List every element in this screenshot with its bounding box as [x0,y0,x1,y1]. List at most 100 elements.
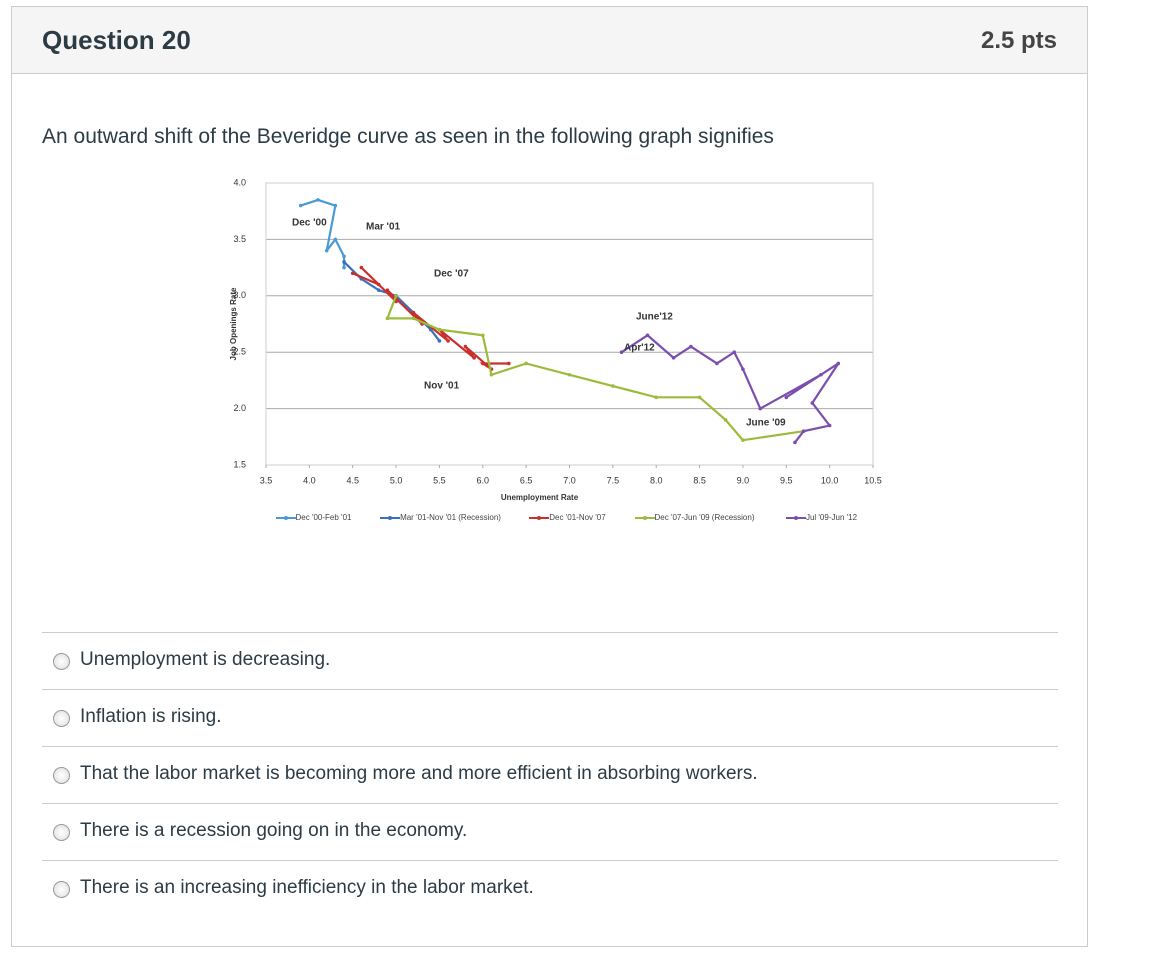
legend-entry: Dec '01-Nov '07 [505,513,630,522]
x-tick-label: 5.0 [390,475,403,485]
legend-label: Jul '09-Jun '12 [805,513,858,522]
x-tick-label: 8.0 [650,475,663,485]
point [342,254,346,259]
point [489,372,494,377]
legend: Dec '00-Feb '01 Mar '01-Nov '01 (Recessio… [206,511,896,551]
series-line [343,261,441,342]
point [611,384,615,388]
point [507,361,511,366]
point [333,237,338,242]
legend-swatch [380,515,401,520]
y-tick-label: 1.5 [233,459,246,469]
option-text[interactable]: Inflation is rising. [80,706,222,727]
annotation: Nov '01 [424,381,460,392]
radio-button[interactable] [53,824,70,841]
point [376,288,381,292]
answer-option[interactable]: There is an increasing inefficiency in t… [42,860,1058,917]
x-tick-label: 9.5 [780,475,793,485]
legend-entry: Dec '07-Jun '09 (Recession) [632,513,757,522]
x-tick-label: 6.5 [520,475,533,485]
legend-label: Dec '00-Feb '01 [295,513,352,522]
legend-dot [642,515,647,520]
option-text[interactable]: Unemployment is decreasing. [80,649,331,670]
point [316,198,320,202]
legend-dot [283,515,288,520]
point [836,361,841,366]
question-card: Question 20 2.5 pts An outward shift of … [11,6,1088,947]
point [810,401,815,405]
option-text[interactable]: There is an increasing inefficiency in t… [80,877,534,898]
y-tick-label: 3.0 [233,290,246,300]
point [463,344,468,349]
series-line [385,295,804,442]
answer-option[interactable]: Unemployment is decreasing. [42,632,1058,689]
legend-label: Dec '07-Jun '09 (Recession) [654,513,755,522]
x-tick-label: 8.5 [693,475,706,485]
annotation: Mar '01 [366,222,401,233]
answer-option[interactable]: That the labor market is becoming more a… [42,746,1058,803]
point [784,395,789,400]
point [480,361,485,366]
point [697,395,702,400]
point [298,203,303,208]
point [324,248,329,253]
legend-swatch [275,515,296,520]
y-tick-label: 2.0 [233,403,246,413]
x-tick-label: 7.5 [607,475,620,485]
point [342,260,346,264]
radio-button[interactable] [53,767,70,784]
legend-dot [388,515,393,520]
question-text: An outward shift of the Beveridge curve … [42,125,774,148]
annotation: Dec '07 [434,269,469,280]
point [793,440,797,445]
annotation: Dec '00 [292,218,327,229]
option-text[interactable]: That the labor market is becoming more a… [80,763,758,784]
answer-options: Unemployment is decreasing. Inflation is … [42,632,1058,917]
answer-option[interactable]: Inflation is rising. [42,689,1058,746]
point [385,288,390,292]
legend-label: Dec '01-Nov '07 [549,513,606,522]
x-tick-label: 3.5 [260,475,273,485]
point [350,271,355,276]
point [654,395,659,400]
series-line [300,198,346,268]
legend-entry: Mar '01-Nov '01 (Recession) [378,513,503,522]
radio-button[interactable] [53,881,70,898]
radio-button[interactable] [53,710,70,727]
legend-entry: Dec '00-Feb '01 [251,513,376,522]
annotation: June '09 [746,418,786,429]
option-text[interactable]: There is a recession going on in the eco… [80,820,468,841]
chart: 1.5 2.0 2.5 3.0 3.5 4.0 3.5 4.0 4.5 5.0 5.5 6.0 6.5 7… [229,177,882,502]
x-tick-label: 9.0 [737,475,750,485]
point [411,310,416,315]
point [359,265,364,270]
x-axis-label: Unemployment Rate [501,493,579,502]
point [376,282,381,287]
y-tick-label: 4.0 [233,177,246,187]
point [819,372,823,377]
answer-option[interactable]: There is a recession going on in the eco… [42,803,1058,860]
radio-button[interactable] [53,653,70,670]
y-axis-label: Job Openings Rate [229,287,238,360]
point [732,350,737,354]
points: 2.5 pts [980,27,1057,54]
annotation: Apr'12 [624,343,655,354]
point [446,339,450,343]
legend-dot [537,515,542,520]
point [801,429,806,433]
point [758,406,763,411]
legend-label: Mar '01-Nov '01 (Recession) [400,513,501,522]
x-tick-label: 10.0 [821,475,839,485]
point [723,418,728,422]
point [619,350,624,354]
legend-swatch [634,515,655,520]
point [411,316,416,321]
series-line [352,266,509,371]
point [472,356,476,360]
x-tick-label: 10.5 [864,475,882,485]
point [524,361,528,366]
point [437,339,442,343]
y-tick-label: 2.5 [233,347,246,357]
point [645,333,650,338]
